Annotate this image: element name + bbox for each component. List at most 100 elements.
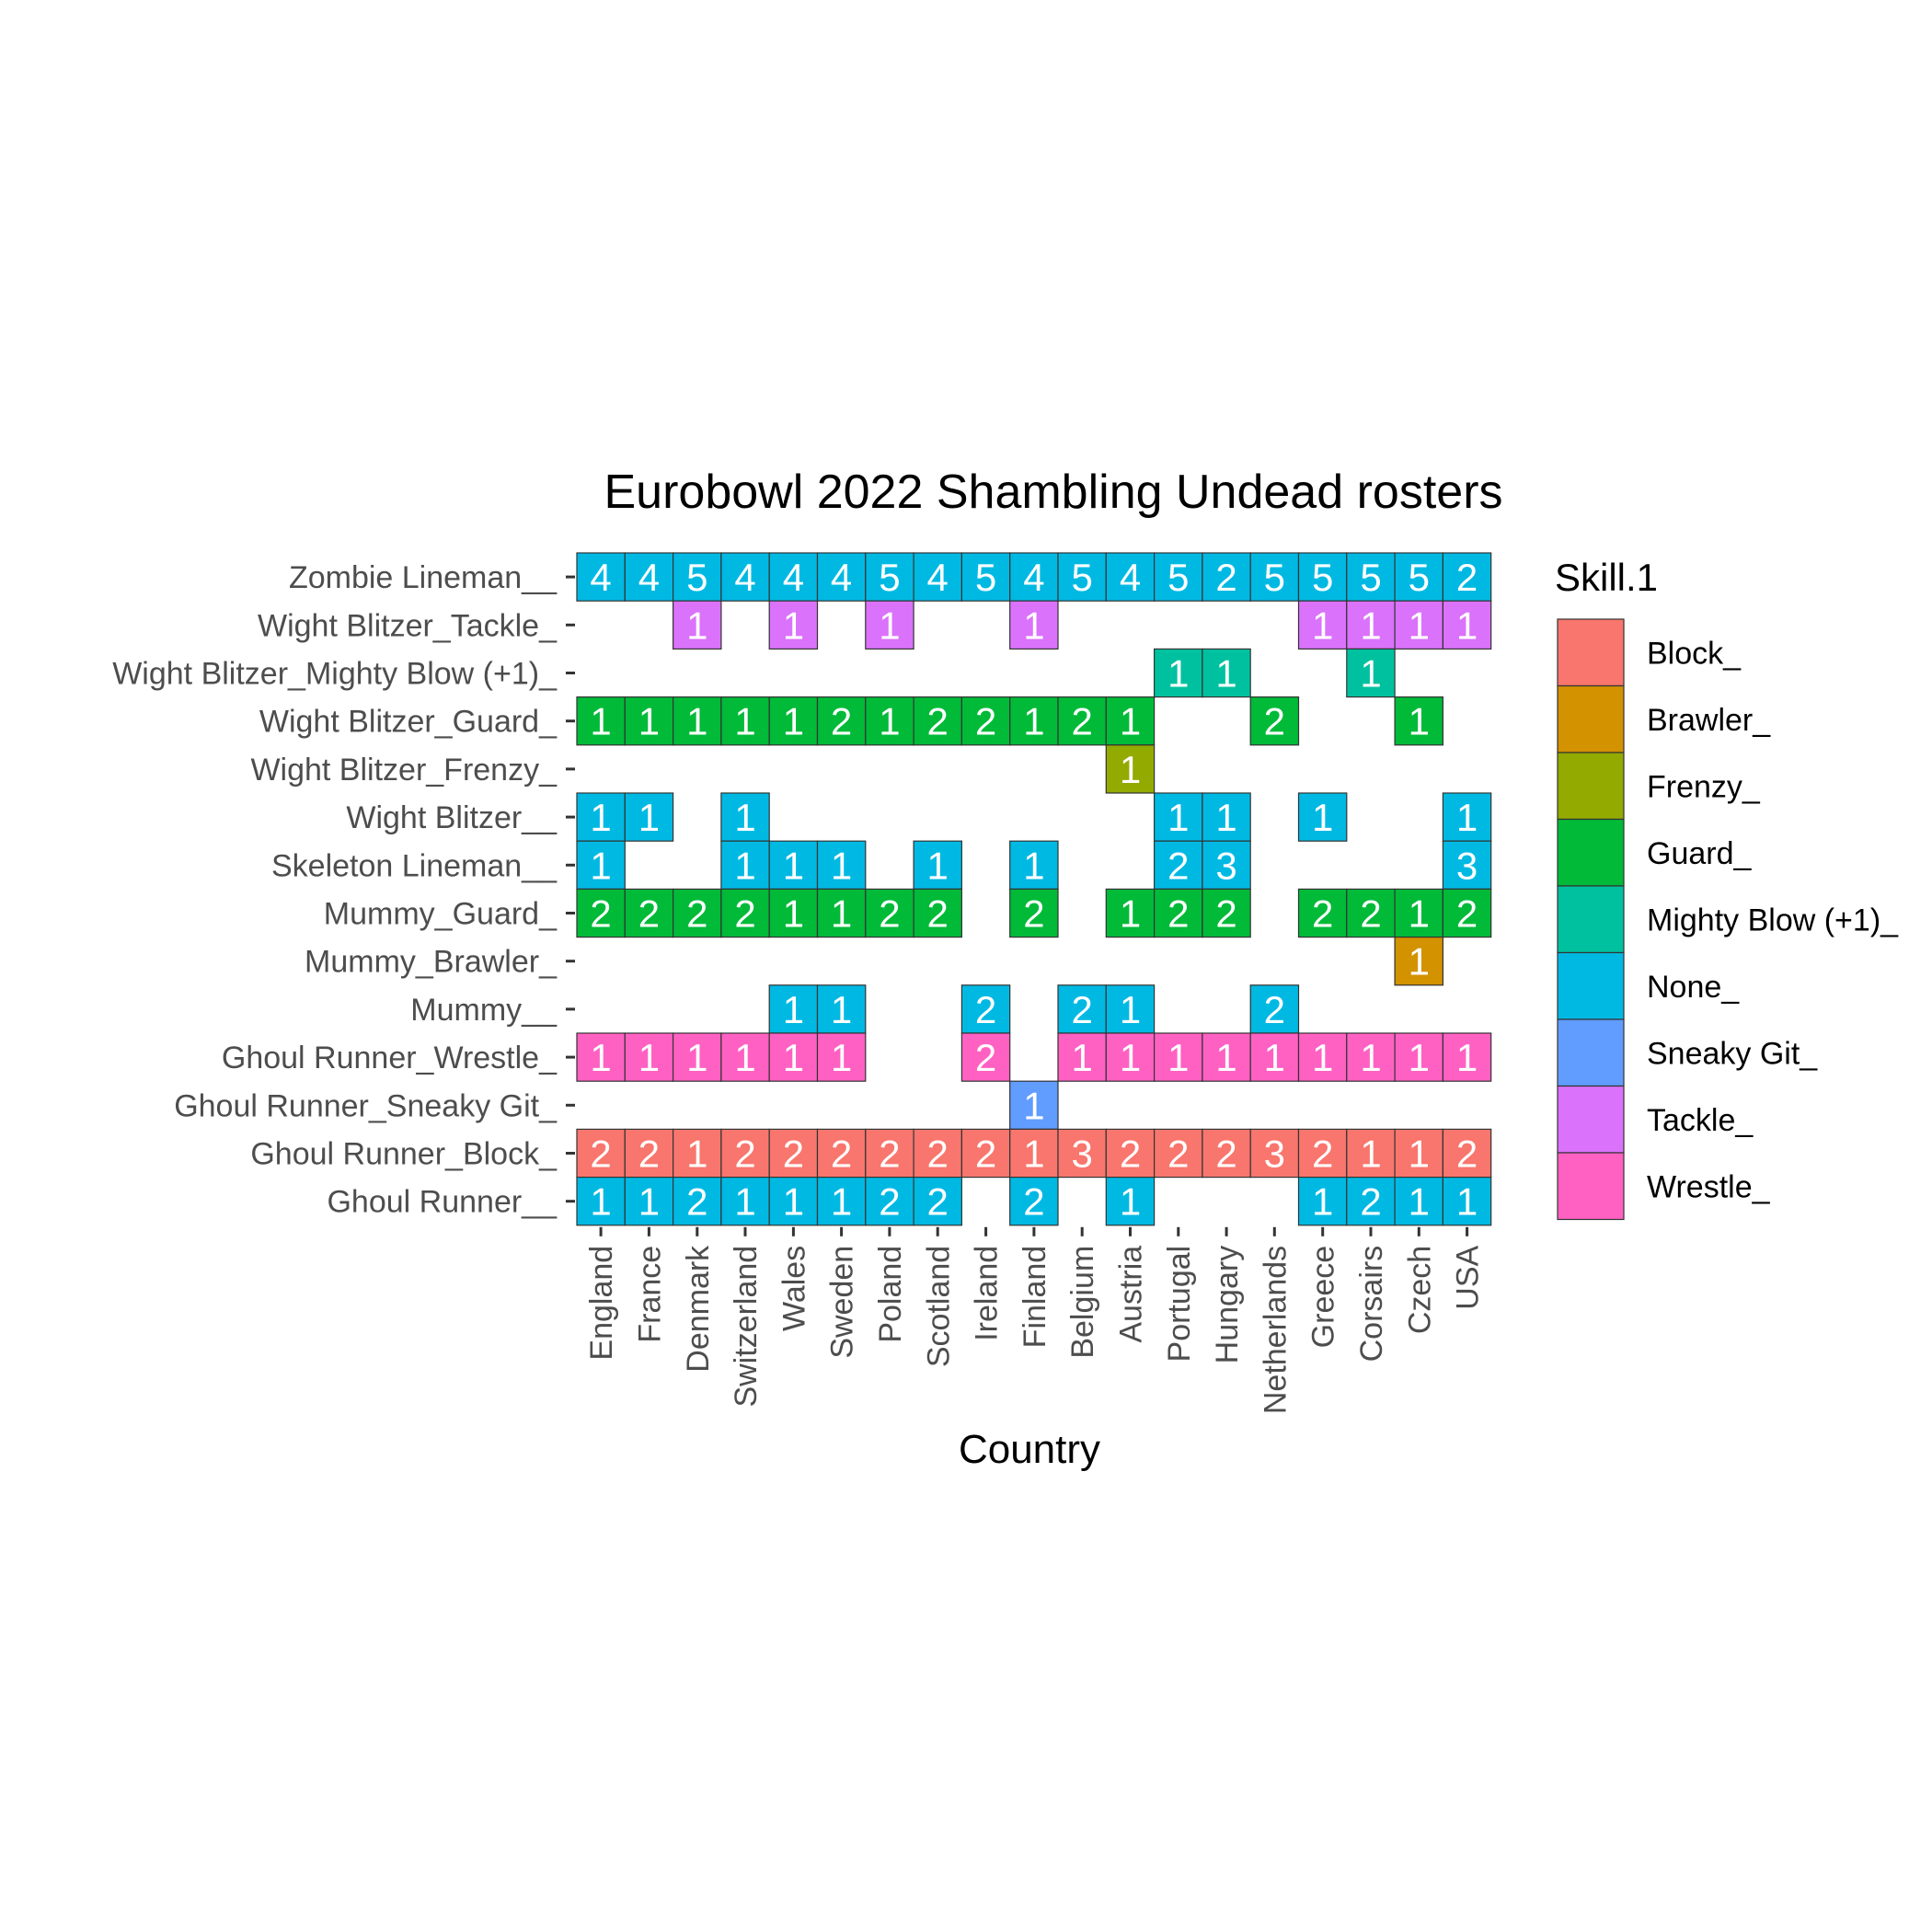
heatmap-cell [1394,936,1443,986]
legend-swatch [1557,618,1625,687]
heatmap-cell [1057,1032,1107,1082]
legend-swatch [1557,1085,1625,1154]
cell-value-label: 4 [1120,556,1141,599]
heatmap-cell [913,888,962,938]
cell-value-label: 2 [1120,1133,1141,1176]
x-tick-label: Netherlands [1258,1246,1293,1414]
cell-value-label: 1 [1312,1036,1333,1079]
cell-value-label: 2 [1023,1180,1044,1224]
heatmap-cell [1009,600,1059,650]
cell-value-label: 1 [783,844,804,887]
heatmap-cell [720,792,770,842]
legend-label: Tackle_ [1647,1103,1754,1138]
heatmap-cell [1153,840,1203,891]
cell-value-label: 1 [1023,700,1044,743]
cell-value-label: 1 [1023,604,1044,647]
heatmap-cell [768,1032,819,1082]
heatmap-cell [1202,888,1251,938]
legend-label: Block_ [1647,636,1742,671]
heatmap-cell [865,600,914,650]
cell-value-label: 1 [1409,700,1430,743]
cell-value-label: 2 [927,892,949,936]
heatmap-cell [672,1032,722,1082]
cell-value-label: 1 [1312,604,1333,647]
heatmap-cell [1105,552,1156,602]
cell-value-label: 2 [879,892,900,936]
heatmap-cell [1297,552,1348,602]
heatmap-cell [816,1128,867,1179]
cell-value-label: 5 [686,556,707,599]
heatmap-cell [624,792,674,842]
x-tick-label: Denmark [681,1245,716,1373]
y-tick-label: Ghoul Runner_Block_ [250,1137,558,1172]
heatmap-cell [960,552,1011,602]
legend: Skill.1 Block_ Brawler_ Frenzy_ Guard_ Might… [1555,556,1899,1221]
heatmap-cell [1346,1032,1396,1082]
cell-value-label: 1 [783,1036,804,1079]
heatmap-cell [865,888,914,938]
cell-value-label: 1 [1072,1036,1093,1079]
cell-value-label: 1 [879,604,900,647]
cell-value-label: 1 [783,988,804,1031]
heatmap-cell [1153,792,1203,842]
heatmap-cell [624,1176,674,1226]
cell-value-label: 2 [879,1133,900,1176]
heatmap-cell [1009,888,1059,938]
y-tick-label: Wight Blitzer_Tackle_ [258,608,558,643]
cell-value-label: 2 [1072,988,1093,1031]
x-tick-label: Austria [1114,1246,1149,1343]
cell-value-label: 1 [1409,604,1430,647]
y-tick-label: Mummy_Brawler_ [305,945,558,980]
heatmap-cell [720,696,770,746]
heatmap-cell [1249,1032,1300,1082]
legend-title: Skill.1 [1555,556,1658,599]
cell-value-label: 4 [783,556,804,599]
x-tick-label: Portugal [1162,1246,1197,1363]
cell-value-label: 1 [638,700,660,743]
cell-value-label: 1 [734,1036,755,1079]
cell-value-label: 1 [734,1180,755,1224]
y-tick-label: Wight Blitzer_Mighty Blow (+1)_ [112,657,558,692]
heatmap-cell [672,888,722,938]
x-tick-label: Czech [1402,1246,1437,1334]
heatmap-cell [1297,1032,1348,1082]
cell-value-label: 2 [686,1180,707,1224]
x-tick-label: Hungary [1210,1246,1245,1364]
cell-value-label: 2 [1072,700,1093,743]
cell-value-label: 1 [1360,1036,1381,1079]
cell-value-label: 1 [638,1036,660,1079]
cell-value-label: 3 [1072,1133,1093,1176]
y-tick-label: Ghoul Runner_Sneaky Git_ [174,1088,558,1123]
cell-value-label: 1 [1409,1180,1430,1224]
cell-value-label: 4 [927,556,949,599]
heatmap-cell [576,1128,626,1179]
legend-swatch [1557,951,1625,1020]
heatmap-cell [913,696,962,746]
legend-swatch [1557,818,1625,887]
cell-value-label: 2 [927,700,949,743]
cell-value-label: 1 [1312,1180,1333,1224]
heatmap-cell [1057,984,1107,1034]
x-tick-label: Sweden [825,1246,860,1359]
cell-value-label: 3 [1456,844,1478,887]
legend-label: Wrestle_ [1647,1169,1771,1204]
heatmap-cell [576,888,626,938]
heatmap-cell [1442,840,1492,891]
cell-value-label: 1 [1120,1180,1141,1224]
cell-value-label: 1 [590,1036,611,1079]
cell-value-label: 1 [1120,1036,1141,1079]
heatmap-cell [1297,888,1348,938]
cell-value-label: 1 [831,844,852,887]
cell-value-label: 5 [1167,556,1189,599]
legend-swatch [1557,1152,1625,1221]
x-tick-label: France [632,1246,667,1343]
y-tick-label: Mummy_Guard_ [324,897,558,932]
legend-swatch [1557,885,1625,954]
heatmap-cell [1202,552,1251,602]
cell-value-label: 1 [1023,1133,1044,1176]
x-tick-label: Belgium [1065,1246,1100,1359]
cell-value-label: 5 [1360,556,1381,599]
cell-value-label: 2 [1215,556,1236,599]
heatmap-cell [1105,1176,1156,1226]
